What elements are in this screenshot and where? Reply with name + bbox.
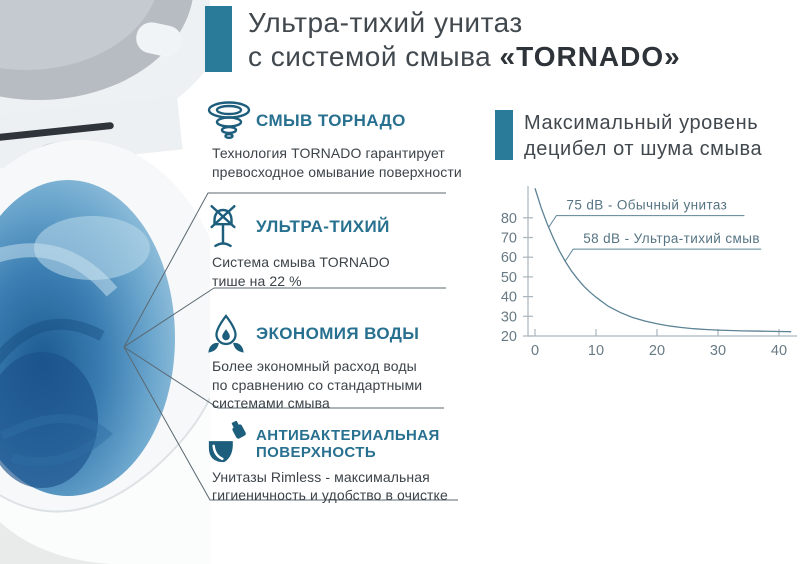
- y-tick-label: 60: [501, 250, 517, 266]
- feature-body: Технология TORNADO гарантирует превосход…: [212, 145, 462, 180]
- annotation-leader: [564, 248, 762, 262]
- feature-tornado-flush: СМЫВ ТОРНАДО Технология TORNADO гарантир…: [206, 100, 480, 181]
- feature-heading: СМЫВ ТОРНАДО: [256, 111, 406, 130]
- feature-body: Более экономный расход воды по сравнению…: [212, 358, 423, 411]
- annotation-label: 75 dB - Обычный унитаз: [566, 198, 727, 213]
- page-title: Ультра-тихий унитаз с системой смыва «TOR…: [248, 6, 681, 74]
- y-tick-label: 40: [501, 290, 517, 306]
- x-tick-label: 30: [710, 343, 726, 359]
- feature-water-saving: ЭКОНОМИЯ ВОДЫ Более экономный расход вод…: [206, 313, 480, 413]
- y-tick-label: 80: [501, 211, 517, 227]
- chart-accent-bar: [495, 110, 513, 160]
- feature-antibacterial: АНТИБАКТЕРИАЛЬНАЯ ПОВЕРХНОСТЬ Унитазы Ri…: [206, 421, 480, 504]
- feature-heading: ЭКОНОМИЯ ВОДЫ: [256, 324, 420, 343]
- chart-title: Максимальный уровень децибел от шума смыв…: [524, 110, 762, 162]
- x-tick-label: 0: [531, 343, 539, 359]
- feature-body: Унитазы Rimless - максимальная гигиеничн…: [212, 469, 448, 503]
- product-photo: [0, 0, 210, 564]
- x-tick-label: 20: [649, 343, 665, 359]
- title-accent-bar: [205, 6, 232, 72]
- y-tick-label: 70: [501, 231, 517, 247]
- y-tick-label: 30: [501, 309, 517, 325]
- feature-heading: АНТИБАКТЕРИАЛЬНАЯ ПОВЕРХНОСТЬ: [256, 427, 440, 461]
- mute-icon: [206, 203, 252, 251]
- page-title-line2: с системой смыва: [248, 41, 500, 72]
- page-title-brand: «TORNADO»: [499, 41, 681, 72]
- x-tick-label: 40: [771, 343, 787, 359]
- chart-header: Максимальный уровень децибел от шума смыв…: [495, 110, 762, 162]
- chart-title-line1: Максимальный уровень: [524, 112, 759, 134]
- decibel-chart: 20 30 40 50 60 70 80 0 10 20 30 40 75 dB - Обычный у…: [501, 186, 797, 359]
- feature-ultra-quiet: УЛЬТРА-ТИХИЙ Система смыва TORNADO тише …: [206, 203, 480, 290]
- y-tick-label: 50: [501, 270, 517, 286]
- annotation-label: 58 dB - Ультра-тихий смыв: [583, 231, 760, 246]
- noise-decay-curve: [534, 188, 792, 333]
- water-drop-hands-icon: [206, 313, 252, 355]
- page-title-line1: Ультра-тихий унитаз: [248, 7, 523, 38]
- annotation-leader: [548, 215, 745, 228]
- y-tick-label: 20: [501, 329, 517, 345]
- feature-body: Система смыва TORNADO тише на 22 %: [212, 254, 390, 289]
- title-block: Ультра-тихий унитаз с системой смыва «TOR…: [205, 6, 681, 74]
- chart-title-line2: децибел от шума смыва: [524, 138, 763, 160]
- x-tick-label: 10: [588, 343, 604, 359]
- antibacterial-surface-icon: [206, 421, 252, 467]
- feature-heading: УЛЬТРА-ТИХИЙ: [256, 217, 390, 236]
- tornado-flush-icon: [206, 100, 252, 142]
